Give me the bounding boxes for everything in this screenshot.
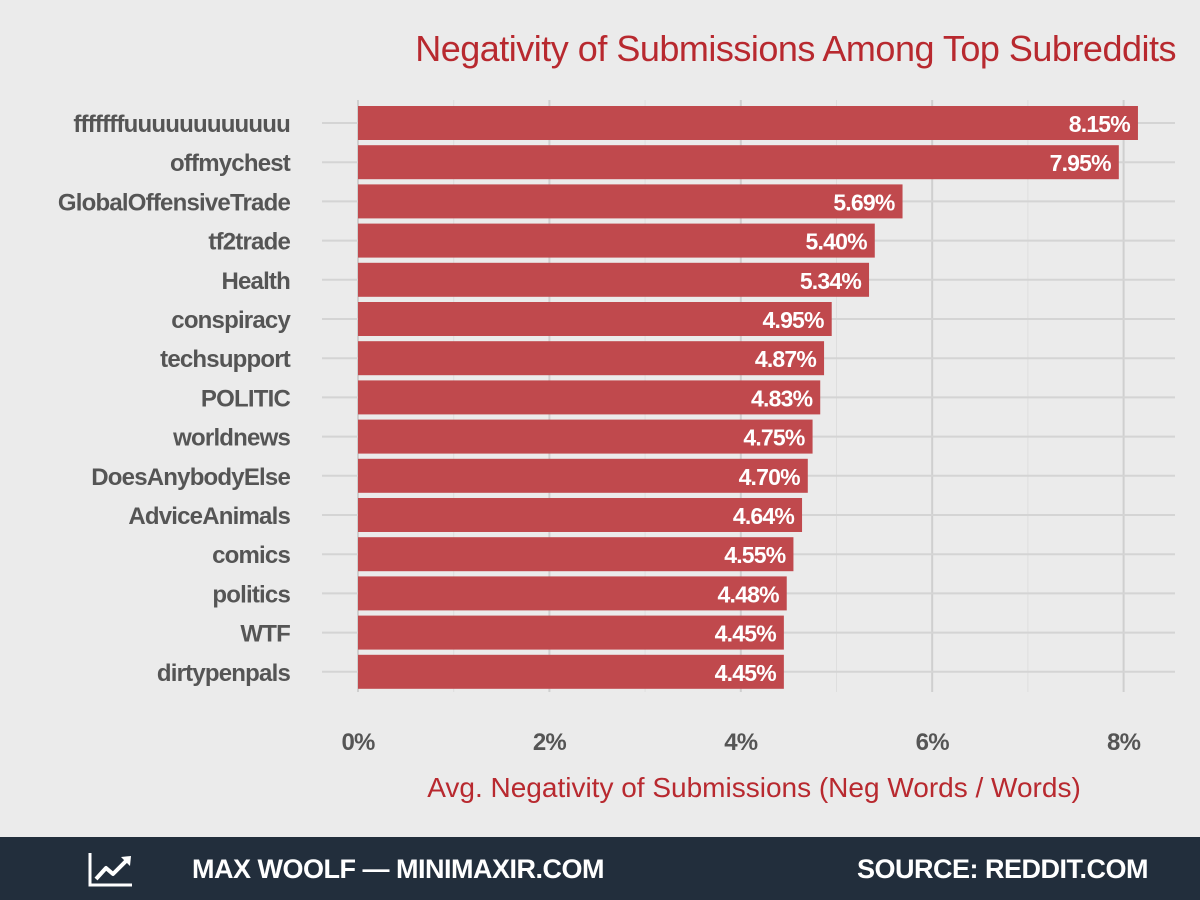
category-label: tf2trade	[208, 229, 290, 256]
trend-line-icon	[88, 853, 132, 887]
category-label: WTF	[240, 621, 290, 648]
x-tick-labels: 0% 2% 4% 6% 8%	[341, 729, 1141, 756]
bar	[358, 615, 784, 650]
category-label: DoesAnybodyElse	[91, 464, 290, 491]
data-label: 5.34%	[800, 268, 862, 294]
data-label: 4.48%	[718, 581, 780, 607]
footer-source: SOURCE: REDDIT.COM	[856, 854, 1149, 884]
category-label: techsupport	[160, 346, 291, 373]
bar	[358, 106, 1138, 140]
data-label: 4.87%	[755, 346, 817, 372]
bar	[358, 145, 1119, 180]
category-label: fffffffuuuuuuuuuuuu	[73, 111, 290, 138]
x-tick-label: 0%	[341, 729, 375, 756]
category-label: worldnews	[172, 425, 290, 452]
bar	[358, 654, 784, 689]
bar	[358, 458, 808, 493]
footer-author: MAX WOOLF — MINIMAXIR.COM	[192, 854, 604, 884]
bar	[358, 302, 832, 336]
category-label: dirtypenpals	[157, 660, 291, 687]
data-label: 4.45%	[715, 660, 777, 686]
category-label: POLITIC	[201, 385, 291, 412]
data-labels: 8.15% 7.95% 5.69% 5.40% 5.34% 4.95% 4.87% 4.83%…	[715, 111, 1131, 686]
bar-chart: 8.15% 7.95% 5.69% 5.40% 5.34% 4.95% 4.87% 4.83%…	[58, 100, 1175, 756]
bar	[358, 498, 803, 532]
data-label: 5.40%	[806, 229, 868, 255]
x-tick-label: 6%	[916, 729, 950, 756]
bar	[358, 223, 875, 258]
bar	[358, 576, 787, 611]
data-label: 4.64%	[733, 503, 795, 529]
category-label: politics	[212, 581, 290, 608]
bars	[358, 106, 1138, 689]
category-label: GlobalOffensiveTrade	[58, 189, 291, 216]
bar	[358, 341, 825, 376]
chart-title: Negativity of Submissions Among Top Subr…	[415, 28, 1176, 69]
data-label: 7.95%	[1050, 150, 1112, 176]
bar	[358, 262, 870, 297]
bar	[358, 380, 821, 415]
data-label: 5.69%	[833, 189, 895, 215]
data-label: 4.75%	[743, 425, 805, 451]
category-label: AdviceAnimals	[128, 503, 290, 530]
data-label: 4.95%	[762, 307, 824, 333]
data-label: 4.83%	[751, 385, 813, 411]
x-tick-label: 8%	[1107, 729, 1141, 756]
category-label: Health	[221, 268, 290, 295]
bar	[358, 537, 794, 572]
data-label: 4.70%	[739, 464, 801, 490]
category-label: offmychest	[170, 150, 291, 177]
bar	[358, 184, 903, 219]
x-tick-label: 2%	[533, 729, 567, 756]
x-axis-title: Avg. Negativity of Submissions (Neg Word…	[427, 772, 1081, 803]
data-label: 4.55%	[724, 542, 786, 568]
footer: MAX WOOLF — MINIMAXIR.COM SOURCE: REDDIT…	[0, 837, 1200, 900]
bar	[358, 419, 813, 454]
data-label: 8.15%	[1069, 111, 1131, 137]
category-label: conspiracy	[171, 307, 291, 334]
data-label: 4.45%	[715, 621, 777, 647]
category-labels: fffffffuuuuuuuuuuuu offmychest GlobalOffen…	[58, 111, 292, 687]
category-label: comics	[212, 542, 290, 569]
x-tick-label: 4%	[724, 729, 758, 756]
